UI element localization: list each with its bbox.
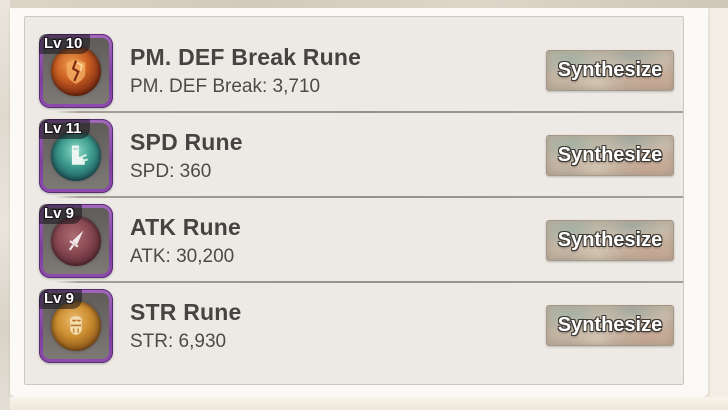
page-left-texture — [0, 0, 10, 410]
page-right-margin — [709, 8, 728, 410]
synthesize-button[interactable]: Synthesize — [546, 305, 674, 346]
rune-title: STR Rune — [130, 298, 242, 325]
str-orb-icon — [51, 300, 101, 351]
rune-list-item-pm-def-break: Lv 10 PM. DEF Break Rune PM. DEF — [25, 28, 683, 113]
rune-list-item-str: Lv 9 STR Rune STR: 6,930 — [25, 283, 683, 368]
rune-list-panel: Lv 10 PM. DEF Break Rune PM. DEF — [24, 16, 684, 385]
rune-title: PM. DEF Break Rune — [130, 43, 362, 70]
synthesize-button[interactable]: Synthesize — [546, 220, 674, 261]
rune-list-item-spd: Lv 11 SPD Rune SPD: 360 — [25, 113, 683, 198]
level-badge: Lv 9 — [39, 203, 83, 224]
synthesize-button[interactable]: Synthesize — [546, 135, 674, 176]
rune-text-block: ATK Rune ATK: 30,200 — [130, 214, 241, 268]
synthesize-button[interactable]: Synthesize — [546, 50, 674, 91]
level-badge: Lv 9 — [39, 288, 83, 309]
rune-list: Lv 10 PM. DEF Break Rune PM. DEF — [25, 17, 683, 384]
pm-def-break-orb-icon — [51, 45, 101, 96]
pm-def-break-rune-icon[interactable]: Lv 10 — [39, 33, 113, 108]
rune-panel-frame: Lv 10 PM. DEF Break Rune PM. DEF — [10, 8, 708, 397]
rune-list-item-atk: Lv 9 — [25, 198, 683, 283]
rune-title: SPD Rune — [130, 128, 243, 155]
rune-text-block: STR Rune STR: 6,930 — [130, 299, 242, 353]
level-badge: Lv 10 — [39, 33, 91, 54]
rune-text-block: PM. DEF Break Rune PM. DEF Break: 3,710 — [130, 44, 361, 98]
spd-rune-icon[interactable]: Lv 11 — [39, 118, 113, 193]
level-badge: Lv 11 — [39, 118, 90, 139]
rune-stat: STR: 6,930 — [130, 330, 227, 352]
page-top-texture — [0, 0, 728, 8]
page-bottom-texture — [10, 397, 728, 410]
rune-text-block: SPD Rune SPD: 360 — [130, 129, 243, 183]
str-rune-icon[interactable]: Lv 9 — [39, 288, 113, 363]
atk-rune-icon[interactable]: Lv 9 — [39, 203, 113, 278]
rune-title: ATK Rune — [130, 213, 242, 240]
rune-stat: SPD: 360 — [130, 160, 212, 182]
spd-orb-icon — [51, 130, 101, 181]
rune-stat: PM. DEF Break: 3,710 — [130, 75, 321, 97]
atk-orb-icon — [51, 215, 101, 266]
rune-stat: ATK: 30,200 — [130, 245, 235, 267]
